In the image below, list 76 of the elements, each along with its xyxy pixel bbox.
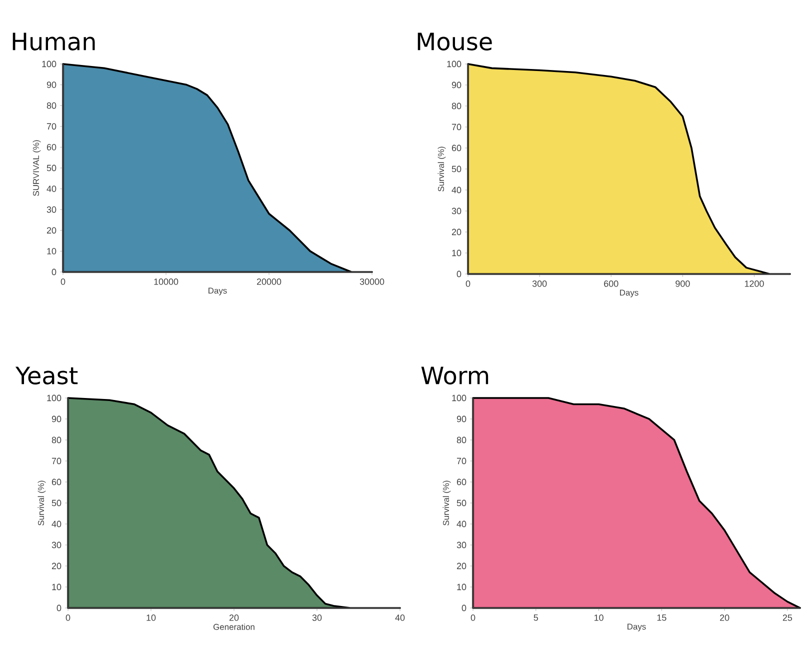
y-axis-title: SURVIVAL (%) [32, 140, 41, 196]
y-tick-label: 50 [52, 500, 62, 506]
y-axis-title: Survival (%) [442, 480, 451, 526]
y-tick-label: 0 [56, 604, 62, 612]
y-tick-label: 60 [452, 144, 462, 152]
y-tick-label: 10 [47, 248, 56, 254]
y-tick-label: 30 [452, 208, 462, 214]
x-tick-label: 10 [146, 614, 156, 621]
y-tick-label: 90 [452, 82, 462, 88]
x-axis-title: Days [208, 288, 227, 296]
x-tick-label: 20 [229, 614, 239, 621]
x-tick-label: 5 [534, 614, 538, 621]
x-tick-label: 0 [466, 280, 470, 287]
x-tick-label: 20000 [256, 278, 282, 285]
y-tick-label: 90 [46, 82, 56, 88]
y-tick-label: 10 [457, 584, 466, 590]
y-tick-label: 30 [456, 542, 466, 548]
chart-title: Human [12, 32, 95, 50]
y-tick-label: 30 [46, 206, 56, 213]
y-tick-label: 80 [452, 102, 462, 110]
x-tick-label: 0 [470, 614, 476, 621]
y-tick-label: 60 [46, 144, 56, 150]
x-tick-label: 0 [60, 278, 66, 285]
x-tick-label: 10000 [154, 278, 178, 285]
y-tick-label: 50 [452, 166, 462, 172]
y-axis-title: Survival (%) [38, 480, 46, 526]
y-tick-label: 40 [452, 186, 462, 194]
y-tick-label: 70 [46, 123, 56, 130]
y-tick-label: 60 [456, 478, 466, 486]
y-tick-label: 20 [452, 228, 462, 236]
y-tick-label: 40 [52, 520, 62, 528]
y-tick-label: 50 [46, 164, 56, 172]
x-tick-label: 1200 [744, 280, 764, 287]
y-tick-label: 20 [456, 562, 466, 570]
y-tick-label: 80 [46, 102, 56, 109]
y-tick-label: 20 [52, 562, 62, 570]
y-tick-label: 0 [52, 268, 56, 276]
y-tick-label: 60 [52, 478, 62, 486]
y-tick-label: 100 [452, 394, 466, 402]
x-tick-label: 10 [594, 614, 604, 621]
chart-title: Yeast [15, 366, 78, 384]
x-axis-title: Days [628, 624, 646, 632]
x-tick-label: 40 [395, 614, 405, 621]
x-axis-title: Generation [213, 624, 254, 630]
y-axis-title: Survival (%) [438, 146, 446, 192]
y-tick-label: 10 [52, 584, 62, 590]
y-tick-label: 40 [46, 186, 56, 192]
chart-title: Worm [421, 366, 488, 384]
chart-title: Mouse [418, 32, 492, 50]
y-tick-label: 70 [52, 458, 62, 464]
x-tick-label: 300 [532, 280, 547, 287]
y-tick-label: 70 [456, 458, 466, 464]
x-tick-label: 0 [66, 614, 70, 621]
x-tick-label: 900 [676, 280, 690, 287]
x-tick-label: 15 [657, 614, 666, 621]
y-tick-label: 70 [452, 124, 462, 130]
y-tick-label: 0 [456, 270, 462, 278]
y-tick-label: 0 [462, 604, 466, 612]
y-tick-label: 80 [52, 436, 62, 444]
y-tick-label: 90 [52, 416, 62, 422]
y-tick-label: 20 [46, 227, 56, 234]
y-tick-label: 100 [447, 60, 462, 68]
y-tick-label: 40 [456, 520, 466, 528]
y-tick-label: 100 [47, 394, 62, 402]
y-tick-label: 30 [52, 542, 62, 548]
y-tick-label: 10 [452, 250, 462, 256]
x-tick-label: 600 [604, 280, 618, 287]
y-tick-label: 100 [42, 60, 56, 68]
x-tick-label: 30 [312, 614, 322, 621]
y-tick-label: 50 [456, 500, 466, 506]
x-axis-title: Days [620, 290, 638, 298]
x-tick-label: 20 [720, 614, 730, 621]
y-tick-label: 90 [456, 416, 466, 422]
x-tick-label: 30000 [360, 278, 384, 285]
y-tick-label: 80 [456, 436, 466, 444]
x-tick-label: 25 [782, 614, 792, 621]
